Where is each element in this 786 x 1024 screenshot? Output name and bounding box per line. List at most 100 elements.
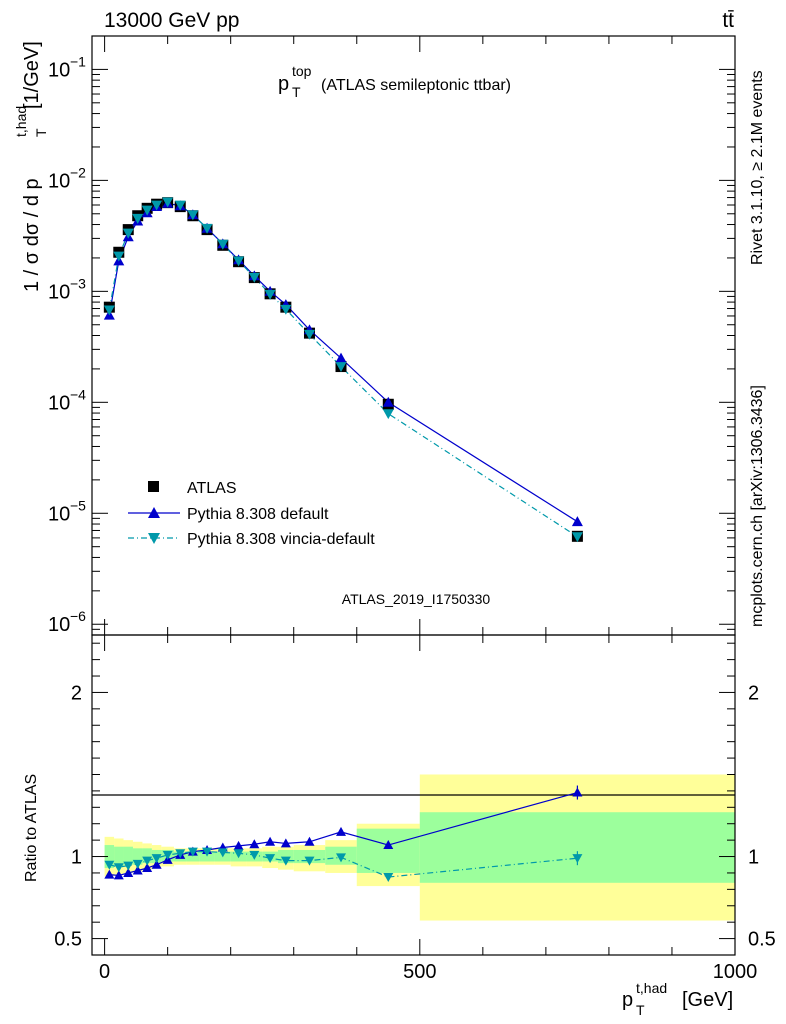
data-point-vincia <box>280 304 292 315</box>
ratio-y-tick-label-right: 2 <box>748 682 759 704</box>
legend-label-default: Pythia 8.308 default <box>187 506 329 523</box>
ratio-point-default <box>336 826 347 836</box>
main-y-tick-exponent: −4 <box>70 386 86 402</box>
rivet-version-label: Rivet 3.1.10, ≥ 2.1M events <box>749 70 766 265</box>
x-tick-label: 0 <box>99 961 110 983</box>
ratio-point-vincia <box>336 853 347 863</box>
ratio-point-default <box>572 787 583 797</box>
legend-entry-atlas: ATLAS <box>148 480 237 497</box>
ratio-point-vincia <box>265 854 276 864</box>
ratio-bands <box>104 774 735 921</box>
data-point-vincia <box>571 532 583 543</box>
data-point-default <box>382 396 394 407</box>
ratio-point-vincia <box>280 856 291 866</box>
ratio-point-default <box>383 840 394 850</box>
ratio-point-vincia <box>217 848 228 858</box>
ratio-point-default <box>142 863 153 873</box>
ratio-point-vincia <box>202 847 213 857</box>
main-y-tick-exponent: −1 <box>70 53 86 69</box>
ratio-point-vincia <box>233 849 244 859</box>
ratio-point-default <box>265 836 276 846</box>
ratio-point-vincia <box>187 847 198 857</box>
main-y-label-prefix: 1 / σ dσ / d p <box>21 178 43 292</box>
plot-title-text: (ATLAS semileptonic ttbar) <box>321 77 511 94</box>
ratio-band-inner <box>277 849 294 864</box>
data-point-vincia <box>141 205 153 216</box>
legend-entry-vincia: Pythia 8.308 vincia-default <box>128 531 375 548</box>
legend-label-vincia: Pythia 8.308 vincia-default <box>187 531 375 548</box>
main-series <box>103 197 583 543</box>
data-point-default <box>335 352 347 363</box>
data-point-vincia <box>174 200 186 211</box>
main-panel: 10−610−510−410−310−210−1 p top T (ATLAS … <box>13 35 736 636</box>
ratio-band-inner <box>114 846 124 867</box>
main-y-label-unit: [1/GeV] <box>21 41 43 109</box>
x-axis-label: p t,had T [GeV] <box>622 980 733 1018</box>
data-point-default <box>571 516 583 527</box>
ratio-band-inner <box>123 846 133 865</box>
ratio-y-axis-label: Ratio to ATLAS <box>23 774 40 882</box>
ratio-point-vincia <box>142 856 153 866</box>
x-label-unit: [GeV] <box>682 989 733 1011</box>
ratio-point-vincia <box>249 850 260 860</box>
ratio-y-tick-label-right: 1 <box>748 847 759 869</box>
ratio-y-tick-label: 1 <box>71 847 82 869</box>
plot-title-symbol: p <box>278 73 289 95</box>
ratio-point-vincia <box>132 859 143 869</box>
data-point-vincia <box>132 213 144 224</box>
header-energy-label: 13000 GeV pp <box>104 9 239 32</box>
main-y-label-sub: T <box>33 128 49 137</box>
ratio-point-vincia <box>383 873 394 883</box>
data-point-vincia <box>217 239 229 250</box>
ratio-point-vincia <box>162 850 173 860</box>
ratio-point-vincia <box>304 856 315 866</box>
x-label-sub: T <box>636 1002 645 1018</box>
ratio-point-vincia <box>104 860 115 870</box>
main-y-tick-exponent: −6 <box>70 608 86 624</box>
main-y-tick-label: 10 <box>48 281 70 303</box>
plot-title-sup: top <box>292 63 312 79</box>
data-point-vincia <box>162 197 174 208</box>
ratio-point-default <box>280 838 291 848</box>
plot-title-sub: T <box>292 84 301 100</box>
legend: ATLAS Pythia 8.308 default Pythia 8.308 … <box>128 480 375 548</box>
x-label-sup: t,had <box>636 980 667 996</box>
ratio-point-vincia <box>572 854 583 864</box>
main-y-tick-label: 10 <box>48 392 70 414</box>
legend-marker-vincia <box>148 533 160 544</box>
mcplots-label: mcplots.cern.ch [arXiv:1306.3436] <box>749 385 766 627</box>
main-y-ticks: 10−610−510−410−310−210−1 <box>48 35 735 636</box>
ratio-panel-border <box>91 634 736 956</box>
data-point-vincia <box>103 305 115 316</box>
main-y-tick-exponent: −5 <box>70 497 86 513</box>
ratio-point-vincia <box>113 863 124 873</box>
main-y-tick-label: 10 <box>48 170 70 192</box>
legend-marker-default <box>148 507 160 518</box>
ratio-point-default <box>113 870 124 880</box>
main-panel-frame <box>92 36 735 635</box>
main-y-tick-exponent: −3 <box>70 275 86 291</box>
legend-label-atlas: ATLAS <box>187 480 237 497</box>
data-point-vincia <box>248 272 260 283</box>
ratio-series <box>104 785 583 883</box>
ratio-y-tick-label-right: 0.5 <box>748 929 776 951</box>
ratio-y-tick-label: 2 <box>71 682 82 704</box>
data-point-vincia <box>122 228 134 239</box>
data-point-vincia <box>187 210 199 221</box>
ratio-panel: 0.5 0.5 1 1 2 2 Ratio to ATLAS <box>23 634 776 956</box>
ratio-band-inner <box>104 845 115 869</box>
legend-marker-atlas <box>148 481 159 492</box>
ratio-point-default <box>249 839 260 849</box>
header-process-label: tt̄ <box>722 9 734 32</box>
main-y-axis-label: 1 / σ dσ / d p t,had T [1/GeV] <box>13 41 49 292</box>
ratio-point-default <box>132 865 143 875</box>
data-point-vincia <box>264 289 276 300</box>
ratio-band-inner <box>132 848 143 865</box>
data-point-vincia <box>382 409 394 420</box>
main-y-tick-label: 10 <box>48 614 70 636</box>
ratio-point-vincia <box>175 849 186 859</box>
ratio-point-default <box>233 840 244 850</box>
data-point-vincia <box>335 362 347 373</box>
ratio-band-inner <box>356 828 420 873</box>
